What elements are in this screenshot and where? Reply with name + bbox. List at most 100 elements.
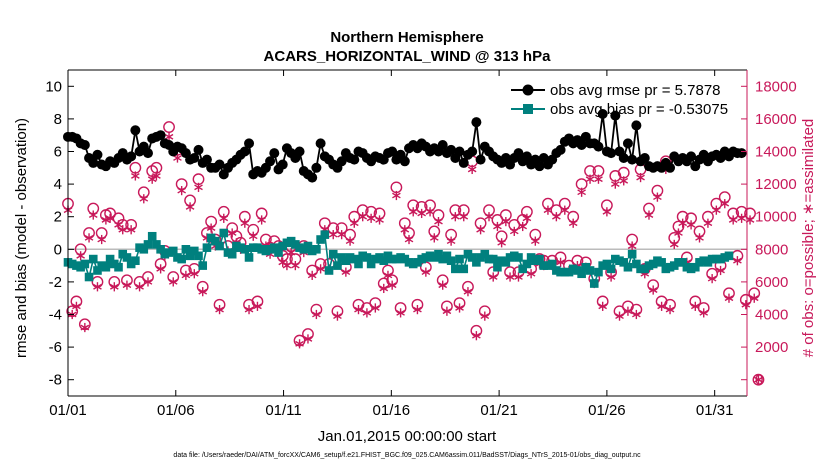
obs-assimilated-point <box>152 171 161 181</box>
obs-assimilated-point <box>354 305 363 315</box>
obs-assimilated-point <box>653 192 662 202</box>
x-tick-label: 01/21 <box>480 402 518 419</box>
obs-assimilated-point <box>467 164 477 175</box>
bias-point <box>219 228 229 238</box>
obs-assimilated-point <box>371 303 380 313</box>
obs-assimilated-point <box>316 264 325 274</box>
obs-assimilated-point <box>400 225 410 235</box>
obs-assimilated-point <box>126 225 136 235</box>
bias-point <box>324 266 334 275</box>
x-axis-ticks: 01/01 01/06 01/11 01/16 01/21 01/26 01/31 <box>49 70 733 419</box>
rmse-point <box>593 141 604 152</box>
obs-assimilated-point <box>417 208 426 219</box>
x-tick-label: 01/01 <box>49 402 87 419</box>
rmse-point <box>597 109 608 120</box>
obs-assimilated-point <box>509 226 519 236</box>
rmse-point <box>387 146 398 157</box>
bias-point <box>320 230 330 239</box>
bias-point <box>547 259 557 269</box>
bias-point <box>724 251 734 261</box>
bias-point <box>156 245 165 254</box>
bias-point <box>594 267 603 277</box>
obs-assimilated-point <box>328 230 338 240</box>
obs-assimilated-point <box>598 301 608 311</box>
obs-assimilated-point <box>442 306 452 316</box>
y-tick-label: -4 <box>49 307 62 324</box>
obs-assimilated-point <box>636 172 645 183</box>
bias-point <box>80 259 90 269</box>
y-tick-label: -6 <box>49 339 62 356</box>
bias-point <box>619 258 629 267</box>
obs-assimilated-point <box>619 176 629 186</box>
obs-assimilated-point <box>72 301 81 311</box>
obs-assimilated-point <box>349 218 359 228</box>
y-tick-label: 2 <box>54 209 62 226</box>
axes <box>67 69 748 397</box>
obs-assimilated-point <box>143 277 153 287</box>
obs-assimilated-point <box>594 174 603 184</box>
obs-assimilated-point <box>122 280 132 290</box>
obs-assimilated-point <box>585 174 595 184</box>
bias-point <box>623 262 633 272</box>
bias-point <box>101 262 111 272</box>
rmse-point <box>307 172 318 183</box>
rmse-point <box>606 148 617 159</box>
obs-assimilated-point <box>109 282 119 292</box>
bias-point <box>589 279 599 288</box>
obs-assimilated-point <box>362 308 372 318</box>
bias-point <box>362 253 372 262</box>
y2-axis-ticks: 0 2000 4000 6000 8000 10000 12000 14000 16000 180… <box>741 78 797 389</box>
y2-tick-label: 18000 <box>755 78 797 95</box>
obs-assimilated-point <box>463 287 473 297</box>
obs-assimilated-point <box>131 171 140 181</box>
y2-tick-label: 0 <box>755 372 763 389</box>
obs-assimilated-series <box>63 132 763 385</box>
obs-assimilated-point <box>80 322 90 333</box>
obs-assimilated-point <box>560 205 570 215</box>
y-axis-ticks: -8 -6 -4 -2 0 2 4 6 8 10 <box>45 78 74 389</box>
obs-assimilated-point <box>488 272 498 282</box>
bias-point <box>88 254 98 264</box>
rmse-point <box>79 139 90 150</box>
obs-assimilated-point <box>514 272 523 282</box>
bias-point <box>678 258 687 267</box>
rmse-point <box>399 156 410 167</box>
x-tick-label: 01/11 <box>265 402 301 419</box>
bias-point <box>185 251 195 261</box>
obs-assimilated-point <box>76 251 85 261</box>
bias-point <box>472 258 481 267</box>
rmse-point <box>130 125 141 136</box>
obs-assimilated-point <box>282 261 292 271</box>
obs-assimilated-point <box>674 228 683 238</box>
bias-point <box>442 251 452 261</box>
obs-assimilated-point <box>530 236 540 246</box>
obs-assimilated-point <box>341 267 351 277</box>
obs-assimilated-point <box>248 231 258 241</box>
rmse-point <box>454 146 465 157</box>
x-axis-label: Jan.01,2015 00:00:00 start <box>318 428 497 445</box>
bias-point <box>480 249 490 259</box>
bias-point <box>602 259 612 269</box>
obs-assimilated-point <box>552 212 561 222</box>
y2-tick-label: 14000 <box>755 144 797 161</box>
bias-point <box>366 259 376 269</box>
legend: obs avg rmse pr = 5.7878 obs avg bias pr… <box>511 82 728 118</box>
obs-assimilated-point <box>657 301 666 311</box>
obs-assimilated-point <box>392 190 401 201</box>
obs-assimilated-point <box>337 230 346 240</box>
obs-assimilated-point <box>156 264 165 274</box>
obs-assimilated-point <box>88 210 98 220</box>
obs-assimilated-point <box>648 285 658 295</box>
obs-possible-point <box>752 373 765 386</box>
bias-point <box>627 249 637 259</box>
obs-assimilated-point <box>754 375 763 385</box>
obs-assimilated-point <box>383 270 393 280</box>
obs-assimilated-point <box>219 213 229 223</box>
rmse-point <box>437 139 448 150</box>
bias-point <box>349 254 359 264</box>
obs-assimilated-point <box>379 283 389 294</box>
y2-tick-label: 10000 <box>755 209 797 226</box>
rmse-point <box>214 159 225 170</box>
y-tick-label: 4 <box>54 176 62 193</box>
